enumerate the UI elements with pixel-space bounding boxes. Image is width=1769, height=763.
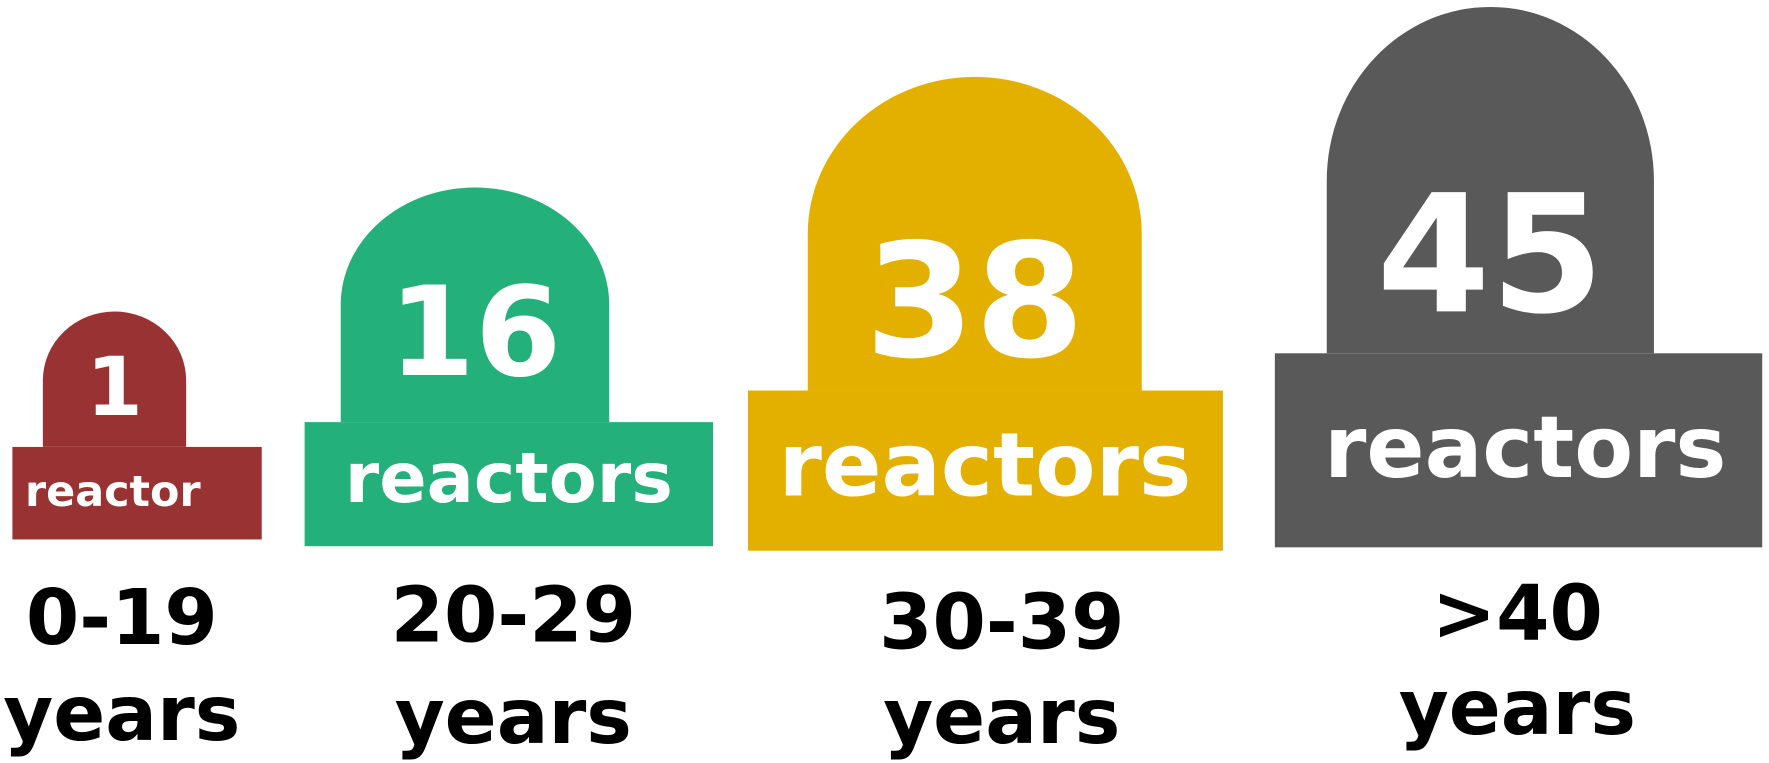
- reactor-count: 45: [1377, 159, 1605, 350]
- badge-base: [1274, 353, 1763, 548]
- badge-dome: [340, 187, 610, 423]
- age-unit: years: [1399, 664, 1636, 753]
- reactor-label: reactors: [778, 414, 1191, 517]
- age-range: >40: [1432, 569, 1603, 658]
- reactor-count: 38: [865, 210, 1085, 394]
- reactor-count: 16: [389, 261, 562, 405]
- age-unit: years: [395, 673, 632, 762]
- badge-dome: [1326, 6, 1654, 354]
- badge-base: [747, 390, 1223, 551]
- reactor-count: 1: [86, 341, 143, 435]
- age-unit: years: [3, 670, 240, 759]
- reactor-label: reactors: [1324, 398, 1726, 498]
- age-range: 0-19: [26, 574, 218, 663]
- badge-dome: [42, 311, 187, 447]
- badge-base: [304, 422, 714, 547]
- badge-dome: [807, 76, 1142, 391]
- age-unit: years: [883, 673, 1120, 762]
- reactor-label: reactors: [345, 438, 673, 519]
- badge-base: [12, 446, 262, 540]
- reactor-label: reactor: [25, 467, 201, 517]
- age-range: 30-39: [879, 578, 1124, 667]
- age-range: 20-29: [391, 572, 636, 661]
